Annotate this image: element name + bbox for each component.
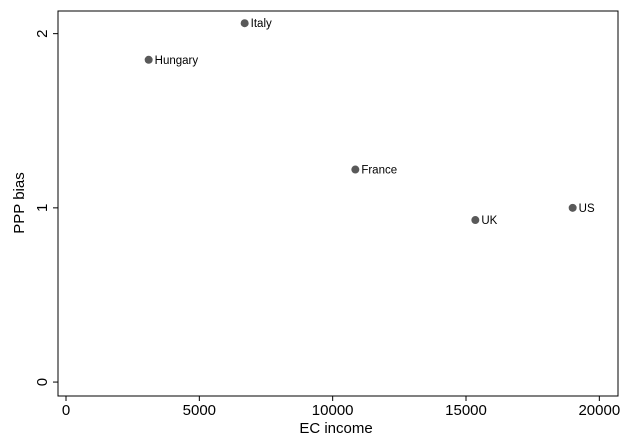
point-label: France xyxy=(361,165,397,177)
y-axis: 0 1 2 xyxy=(34,29,58,386)
data-point xyxy=(144,55,153,64)
x-tick-label: 10000 xyxy=(312,402,354,419)
x-tick-label: 0 xyxy=(62,402,70,419)
x-tick-label: 5000 xyxy=(183,402,216,419)
data-point xyxy=(240,19,249,28)
data-point xyxy=(351,165,360,174)
plot-frame xyxy=(57,10,619,397)
data-point xyxy=(471,216,480,225)
point-label: US xyxy=(579,203,595,215)
point-label: UK xyxy=(481,215,497,227)
x-tick-label: 20000 xyxy=(578,402,620,419)
x-axis-title: EC income xyxy=(299,420,372,437)
x-axis: 0 5000 10000 15000 20000 xyxy=(62,396,620,419)
y-tick-label: 2 xyxy=(34,29,51,37)
y-axis-title: PPP bias xyxy=(11,172,28,233)
y-tick-label: 0 xyxy=(34,378,51,386)
point-label: Hungary xyxy=(155,55,199,67)
y-tick-label: 1 xyxy=(34,204,51,212)
point-label: Italy xyxy=(251,18,272,30)
x-tick-label: 15000 xyxy=(445,402,487,419)
data-points: Italy Hungary France UK US xyxy=(144,18,595,227)
data-point xyxy=(568,203,577,212)
